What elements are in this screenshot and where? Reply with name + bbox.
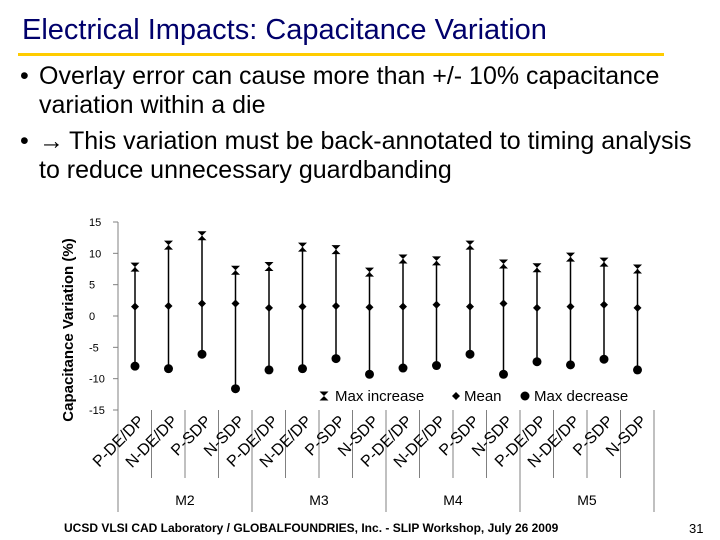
y-tick-label: 0 [89,311,95,323]
y-axis-label: Capacitance Variation (%) [60,238,77,421]
max-decrease-point [331,354,341,364]
max-increase-point [499,259,508,269]
bullet-marker: • [20,127,29,155]
y-tick-label: 15 [89,217,101,229]
max-increase-point [264,261,274,271]
legend-diamond-icon [452,392,460,400]
mean-point [600,300,608,309]
slide-title: Electrical Impacts: Capacitance Variatio… [22,14,547,46]
legend-circle-icon [520,391,530,401]
max-decrease-point [633,365,642,375]
max-decrease-point [398,363,408,373]
max-decrease-point [365,369,374,379]
mean-point [399,302,407,311]
max-increase-point [298,242,307,252]
group-label: M3 [309,492,329,508]
max-increase-point [231,265,240,275]
max-decrease-point [130,361,140,371]
legend-label-mean: Mean [464,388,502,405]
max-decrease-point [465,349,475,359]
page-number: 31 [689,521,704,536]
max-increase-point [633,264,642,274]
bullet-text: Overlay error can cause more than +/- 10… [39,62,660,119]
max-increase-point [432,256,441,266]
max-decrease-point [164,364,173,374]
mean-point [533,303,541,312]
group-label: M5 [577,492,597,508]
footer-text: UCSD VLSI CAD Laboratory / GLOBALFOUNDRI… [64,521,559,535]
mean-point [365,303,374,312]
group-label: M2 [175,492,195,508]
mean-point [466,302,474,311]
legend-star-icon [319,391,329,401]
y-tick-label: -15 [89,405,105,417]
max-increase-point [532,263,542,273]
mean-point [432,300,441,309]
max-increase-point [566,252,575,262]
mean-point [265,303,273,312]
mean-point [499,299,508,308]
mean-point [566,302,575,311]
arrow-right-icon: → [39,127,64,155]
max-decrease-point [499,369,508,379]
y-tick-label: 5 [89,280,95,292]
max-decrease-point [532,357,542,367]
mean-point [164,301,173,310]
max-increase-point [365,267,374,277]
max-decrease-point [432,361,441,371]
max-increase-point [197,231,207,241]
group-label: M4 [443,492,463,508]
bullet-marker: • [20,62,29,90]
max-decrease-point [298,364,307,374]
y-tick-label: -10 [89,374,105,386]
max-increase-point [164,240,173,250]
max-decrease-point [197,349,207,359]
max-decrease-point [599,354,609,364]
legend-label-max-increase: Max increase [335,388,424,405]
bullet-item: • Overlay error can cause more than +/- … [20,62,710,120]
max-decrease-point [231,384,240,394]
mean-point [231,299,240,308]
mean-point [198,299,206,308]
max-decrease-point [566,360,575,370]
title-underline [18,53,664,56]
mean-point [332,301,340,310]
mean-point [298,302,307,311]
max-increase-point [599,257,609,267]
bullet-item: • → This variation must be back-annotated… [20,127,710,185]
max-decrease-point [264,365,274,375]
max-increase-point [398,254,408,264]
max-increase-point [130,262,140,272]
bullet-list: • Overlay error can cause more than +/- … [20,62,710,192]
max-increase-point [465,240,475,250]
legend-label-max-decrease: Max decrease [534,388,628,405]
max-increase-point [331,245,341,255]
mean-point [131,302,139,311]
mean-point [633,303,642,312]
y-tick-label: 10 [89,248,101,260]
bullet-text: This variation must be back-annotated to… [39,127,692,184]
y-tick-label: -5 [89,342,99,354]
